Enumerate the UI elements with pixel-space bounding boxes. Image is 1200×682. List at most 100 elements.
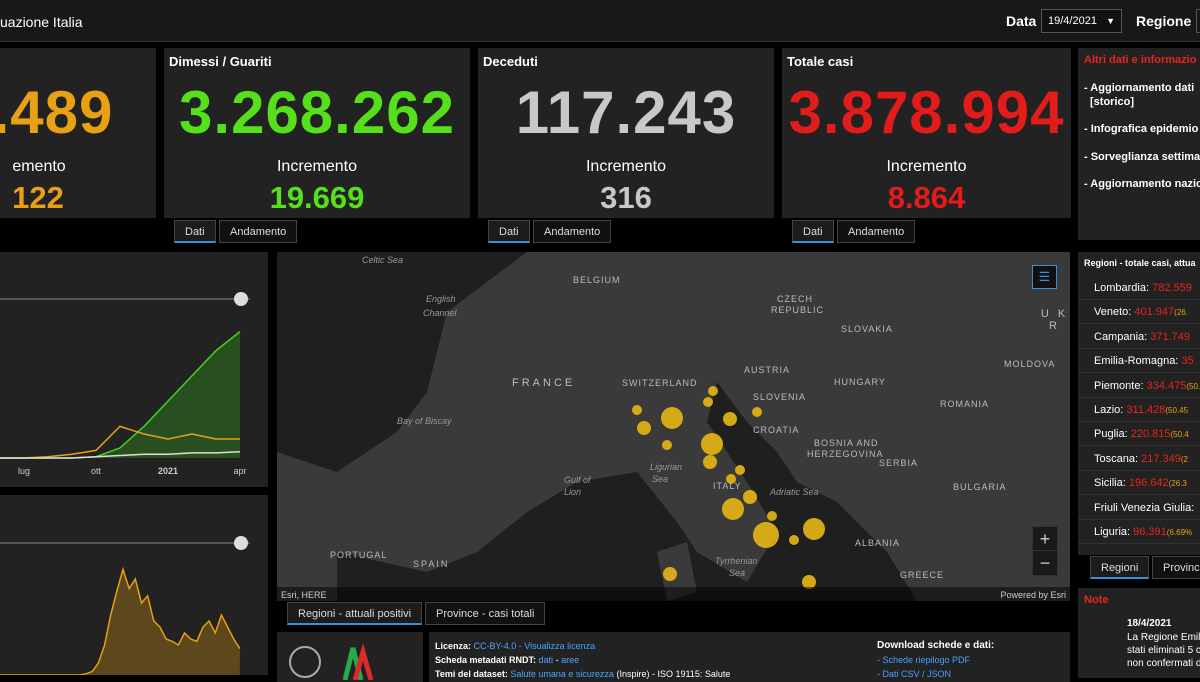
region-row: Piemonte: 334.475(50.45 <box>1078 374 1200 398</box>
info-panel: Altri dati e informazio - Aggiornamento … <box>1078 48 1200 240</box>
region-value: 371.749 <box>1150 330 1191 343</box>
line <box>0 425 240 459</box>
region-label: Regione <box>1136 13 1192 29</box>
footer-label: Temi del dataset: <box>435 669 508 679</box>
info-item[interactable]: - Infografica epidemio <box>1084 123 1199 135</box>
zoom-out[interactable]: − <box>1039 553 1051 573</box>
card-increment: 8.864 <box>887 180 966 215</box>
link[interactable]: - Dati CSV / JSON <box>877 669 952 679</box>
map-label: REPUBLIC <box>771 305 825 315</box>
map-label: SLOVAKIA <box>841 324 893 334</box>
chart-bg <box>0 252 268 487</box>
card-value: .489 <box>0 79 114 146</box>
region-select[interactable] <box>1196 9 1200 33</box>
map-label: Sea <box>729 568 746 578</box>
link[interactable]: - Visualizza licenza <box>518 641 596 651</box>
marker <box>726 474 736 484</box>
map-label: ROMANIA <box>940 399 990 409</box>
zoom-control: + − <box>1032 526 1058 576</box>
info-item[interactable]: [storico] <box>1090 96 1134 108</box>
map-label: SWITZERLAND <box>622 378 698 388</box>
map-label: Channel <box>423 308 457 318</box>
date-select[interactable]: 19/4/2021 ▼ <box>1041 9 1122 33</box>
link[interactable]: aree <box>561 655 580 665</box>
x-tick-label: lug <box>18 466 30 476</box>
map-label: BULGARIA <box>953 482 1007 492</box>
map-label: CROATIA <box>753 425 800 435</box>
map-label: MOLDOVA <box>1004 359 1056 369</box>
map-label: PORTUGAL <box>330 550 388 560</box>
logo <box>352 642 374 680</box>
marker <box>637 421 651 435</box>
tab[interactable]: Andamento <box>219 220 298 243</box>
map[interactable]: Celtic Sea BELGIUM English Channel CZECH… <box>277 252 1070 601</box>
link[interactable]: dati <box>538 655 554 665</box>
tab[interactable]: Regioni - attuali positivi <box>287 602 423 625</box>
tab[interactable]: Dati <box>792 220 834 243</box>
tab[interactable]: Dati <box>488 220 530 243</box>
region-value: 401.947 <box>1134 306 1175 319</box>
map-label: GREECE <box>900 570 945 580</box>
zoom-in[interactable]: + <box>1033 527 1057 551</box>
info-item[interactable]: - Aggiornamento nazio <box>1084 178 1200 190</box>
card-title: Totale casi <box>787 54 854 69</box>
powered-by: Powered by Esri <box>1000 590 1066 600</box>
region-value: 334.475 <box>1146 379 1187 392</box>
map-label: AUSTRIA <box>744 365 791 375</box>
marker <box>752 407 762 417</box>
link[interactable]: Salute umana e sicurezza <box>510 669 614 679</box>
marker <box>662 440 672 450</box>
tab[interactable]: Andamento <box>533 220 612 243</box>
link[interactable]: CC-BY-4.0 <box>473 641 517 651</box>
note-line: La Regione Emili <box>1127 632 1200 643</box>
footer-label: Scheda metadati RNDT: <box>435 655 537 665</box>
region-name: Puglia: <box>1094 428 1128 441</box>
legend-button[interactable]: ☰ <box>1032 265 1057 289</box>
land <box>337 252 1070 601</box>
regions-title: Regioni - totale casi, attua <box>1084 258 1196 268</box>
slider-handle[interactable] <box>234 536 248 550</box>
attribution: Esri, HERE <box>281 590 327 600</box>
map-label: English <box>426 294 456 304</box>
map-label: FRANCE <box>512 377 576 389</box>
region-extra: (50.4 <box>1170 430 1189 440</box>
tab[interactable]: Dati <box>174 220 216 243</box>
note-line: stati eliminati 5 c <box>1127 645 1200 656</box>
card-increment-label: Incremento <box>585 158 667 175</box>
note-panel: Note 18/4/2021 La Regione Emili stati el… <box>1078 588 1200 678</box>
region-value: 220.815 <box>1130 428 1171 441</box>
daily-chart <box>0 495 268 675</box>
info-item[interactable]: - Sorveglianza settima <box>1084 151 1200 163</box>
tab[interactable]: Provinc <box>1152 556 1200 579</box>
slider-handle[interactable] <box>234 292 248 306</box>
tab[interactable]: Andamento <box>837 220 916 243</box>
map-label: SPAIN <box>413 559 450 569</box>
map-label: ALBANIA <box>855 538 901 548</box>
info-item[interactable]: - Aggiornamento dati <box>1084 82 1195 94</box>
region-extra: (50.45 <box>1165 406 1189 415</box>
tab[interactable]: Regioni <box>1090 556 1150 579</box>
note-title: Note <box>1084 594 1109 606</box>
map-label: BELGIUM <box>573 275 621 285</box>
card-value: 117.243 <box>515 79 737 146</box>
card-increment: 122 <box>12 180 64 215</box>
logos <box>289 642 374 680</box>
region-name: Lombardia: <box>1094 282 1150 294</box>
logo-panel <box>277 632 423 682</box>
region-extra: (26.3 <box>1168 479 1187 489</box>
tab[interactable]: Province - casi totali <box>425 602 546 625</box>
marker <box>708 386 718 396</box>
region-name: Veneto: <box>1094 306 1132 319</box>
attribution-bar <box>277 587 1070 601</box>
card-title: Deceduti <box>483 54 538 69</box>
region-row: Emilia-Romagna: 35 <box>1078 349 1200 374</box>
card: Deceduti 117.243 Incremento 316 <box>478 48 774 218</box>
region-name: Lazio: <box>1094 404 1124 416</box>
x-tick-label: ott <box>91 466 102 476</box>
map-label: Sea <box>652 474 669 484</box>
marker <box>723 412 737 426</box>
region-name: Toscana: <box>1094 452 1139 465</box>
land <box>277 452 337 601</box>
region-row: Veneto: 401.947(26. <box>1078 300 1200 325</box>
link[interactable]: - Schede riepilogo PDF <box>877 655 971 665</box>
